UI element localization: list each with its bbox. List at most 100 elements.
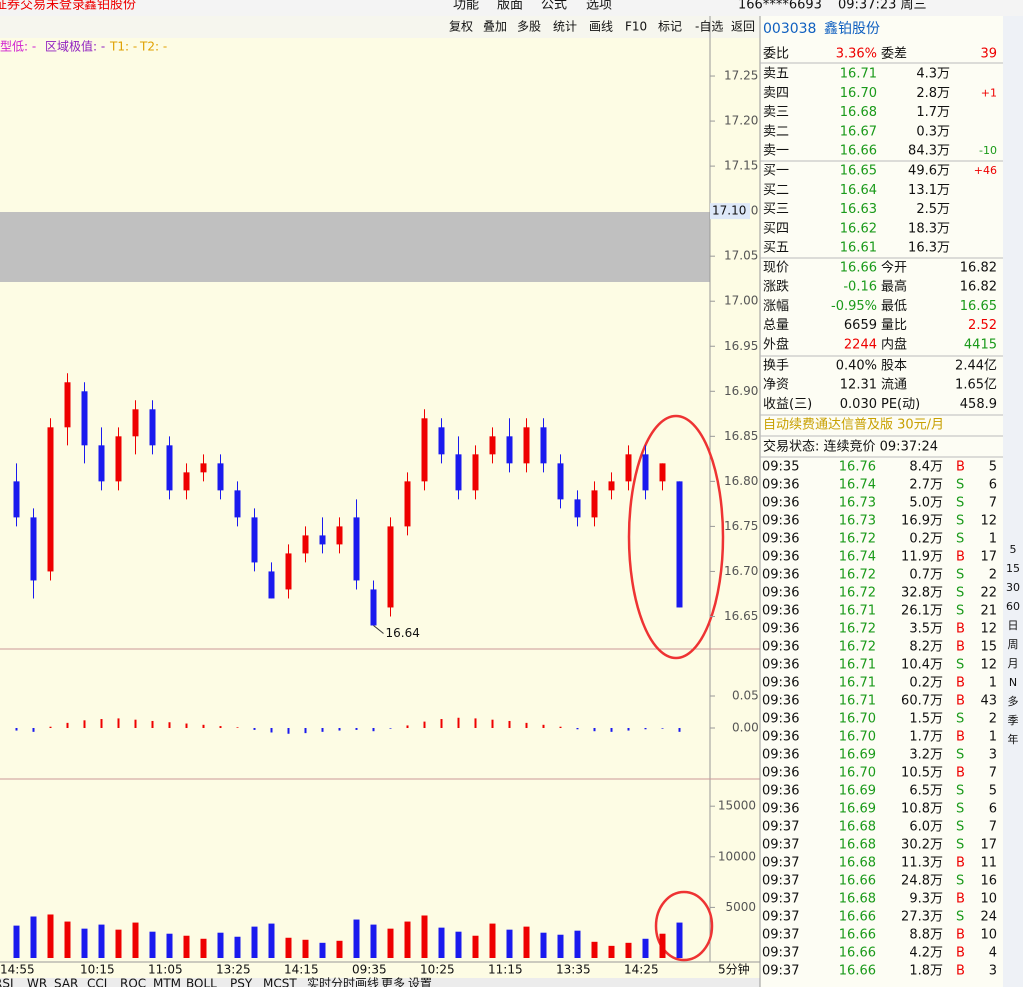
menu-item[interactable]: 公式 <box>541 0 567 13</box>
period-button[interactable]: 日 <box>1008 619 1019 632</box>
level-volume: 18.3万 <box>908 221 950 236</box>
trade-volume: 10.8万 <box>901 802 943 817</box>
candle-body <box>523 427 530 464</box>
trade-side: B <box>956 730 965 745</box>
level-price: 16.62 <box>840 221 877 236</box>
toolbar-button[interactable]: 统计 <box>553 20 577 34</box>
trade-time: 09:37 <box>762 892 799 907</box>
trade-count: 5 <box>989 784 997 799</box>
tab[interactable]: CCI <box>87 977 107 991</box>
tab[interactable]: 更多 <box>381 977 405 991</box>
toolbar-button[interactable]: F10 <box>625 20 647 34</box>
trade-count: 24 <box>980 910 997 925</box>
tab[interactable]: SAR <box>54 977 78 991</box>
period-button[interactable]: 60 <box>1006 600 1020 613</box>
candle-body <box>676 481 683 608</box>
candle-body <box>557 463 564 500</box>
candle-body <box>489 436 496 455</box>
toolbar-button[interactable]: 叠加 <box>483 20 507 34</box>
trade-time: 09:36 <box>762 604 799 619</box>
period-button[interactable]: 季 <box>1008 714 1019 727</box>
trade-volume: 8.8万 <box>909 928 943 943</box>
trade-time: 09:36 <box>762 712 799 727</box>
menu-item[interactable]: 功能 <box>453 0 479 13</box>
level-label: 买一 <box>763 164 789 179</box>
period-button[interactable]: N <box>1009 676 1017 689</box>
menu-item[interactable]: 选项 <box>586 0 612 13</box>
period-button[interactable]: 15 <box>1006 562 1020 575</box>
candle-body <box>302 535 309 554</box>
trade-time: 09:36 <box>762 748 799 763</box>
stat-value: -0.95% <box>831 299 877 314</box>
period[interactable]: 5分钟 <box>718 962 750 977</box>
trade-count: 1 <box>989 532 997 547</box>
trade-volume: 11.3万 <box>901 856 943 871</box>
value: 3.36% <box>836 47 877 62</box>
toolbar-button[interactable]: 标记 <box>658 20 682 34</box>
tab[interactable]: RSI <box>0 977 14 991</box>
candle-body <box>115 436 122 482</box>
trade-count: 6 <box>989 478 997 493</box>
volume-bar <box>523 926 530 958</box>
stat-value: 0.030 <box>840 397 877 412</box>
trade-count: 2 <box>989 712 997 727</box>
period-button[interactable]: 30 <box>1006 581 1020 594</box>
toolbar-button[interactable]: 复权 <box>449 20 473 34</box>
trade-count: 5 <box>989 460 997 475</box>
volume-bar <box>115 929 122 958</box>
trade-time: 09:37 <box>762 856 799 871</box>
trade-time: 09:37 <box>762 946 799 961</box>
trade-time: 09:36 <box>762 640 799 655</box>
x-tick-label: 09:35 <box>352 963 387 977</box>
menu-item[interactable]: 版面 <box>497 0 523 13</box>
period-button[interactable]: 多 <box>1008 694 1019 708</box>
period-button[interactable]: 月 <box>1008 657 1019 670</box>
volume-bar <box>370 924 377 958</box>
toolbar-button[interactable]: 返回 <box>731 20 755 34</box>
ad[interactable]: 自动续费通达信普及版 30元/月 <box>763 418 944 433</box>
trade-side: B <box>956 694 965 709</box>
volume-bar <box>30 916 37 958</box>
trade-volume: 8.4万 <box>909 460 943 475</box>
level-volume: 49.6万 <box>908 164 950 179</box>
level-price: 16.66 <box>840 144 877 159</box>
y-tick-label: 17.15 <box>724 159 758 173</box>
trade-time: 09:37 <box>762 838 799 853</box>
stat-label: 流通 <box>881 378 907 393</box>
toolbar-button[interactable]: 多股 <box>517 20 541 34</box>
level-label: 买二 <box>763 183 789 198</box>
level-volume: 0.3万 <box>916 124 950 139</box>
toolbar-button[interactable]: 画线 <box>589 20 613 34</box>
candle-body <box>234 490 241 518</box>
period-button[interactable]: 周 <box>1008 638 1019 651</box>
tab[interactable]: PSY <box>230 977 253 991</box>
clock: 09:37:23 周三 <box>838 0 927 13</box>
tab[interactable]: ROC <box>120 977 146 991</box>
volume-bar <box>387 928 394 958</box>
trade-time: 09:36 <box>762 532 799 547</box>
level-price: 16.71 <box>840 67 877 82</box>
tab[interactable]: 设置 <box>408 977 432 991</box>
trade-volume: 2.7万 <box>909 478 943 493</box>
tab[interactable]: MCST <box>263 977 297 991</box>
trade-price: 16.72 <box>839 532 876 547</box>
volume-bar <box>47 914 54 958</box>
trade-side: B <box>956 964 965 979</box>
trade-count: 12 <box>980 514 997 529</box>
tab[interactable]: BOLL <box>186 977 217 991</box>
tab[interactable]: WR <box>27 977 47 991</box>
tab[interactable]: 实时分时画线 <box>307 976 379 991</box>
volume-bar <box>268 923 275 958</box>
trade-price: 16.76 <box>839 460 876 475</box>
trade-count: 11 <box>980 856 997 871</box>
stat-value: 2244 <box>844 337 877 352</box>
y-tick-label: 16.80 <box>724 474 758 488</box>
level-volume: 84.3万 <box>908 144 950 159</box>
tab[interactable]: MTM <box>153 977 181 991</box>
toolbar-button[interactable]: -自选 <box>695 20 723 34</box>
period-button[interactable]: 5 <box>1010 543 1017 556</box>
x-tick-label: 10:15 <box>80 963 115 977</box>
period-button[interactable]: 年 <box>1008 732 1019 746</box>
y-tick-label: 16.70 <box>724 564 758 578</box>
stat-value: 12.31 <box>840 378 877 393</box>
